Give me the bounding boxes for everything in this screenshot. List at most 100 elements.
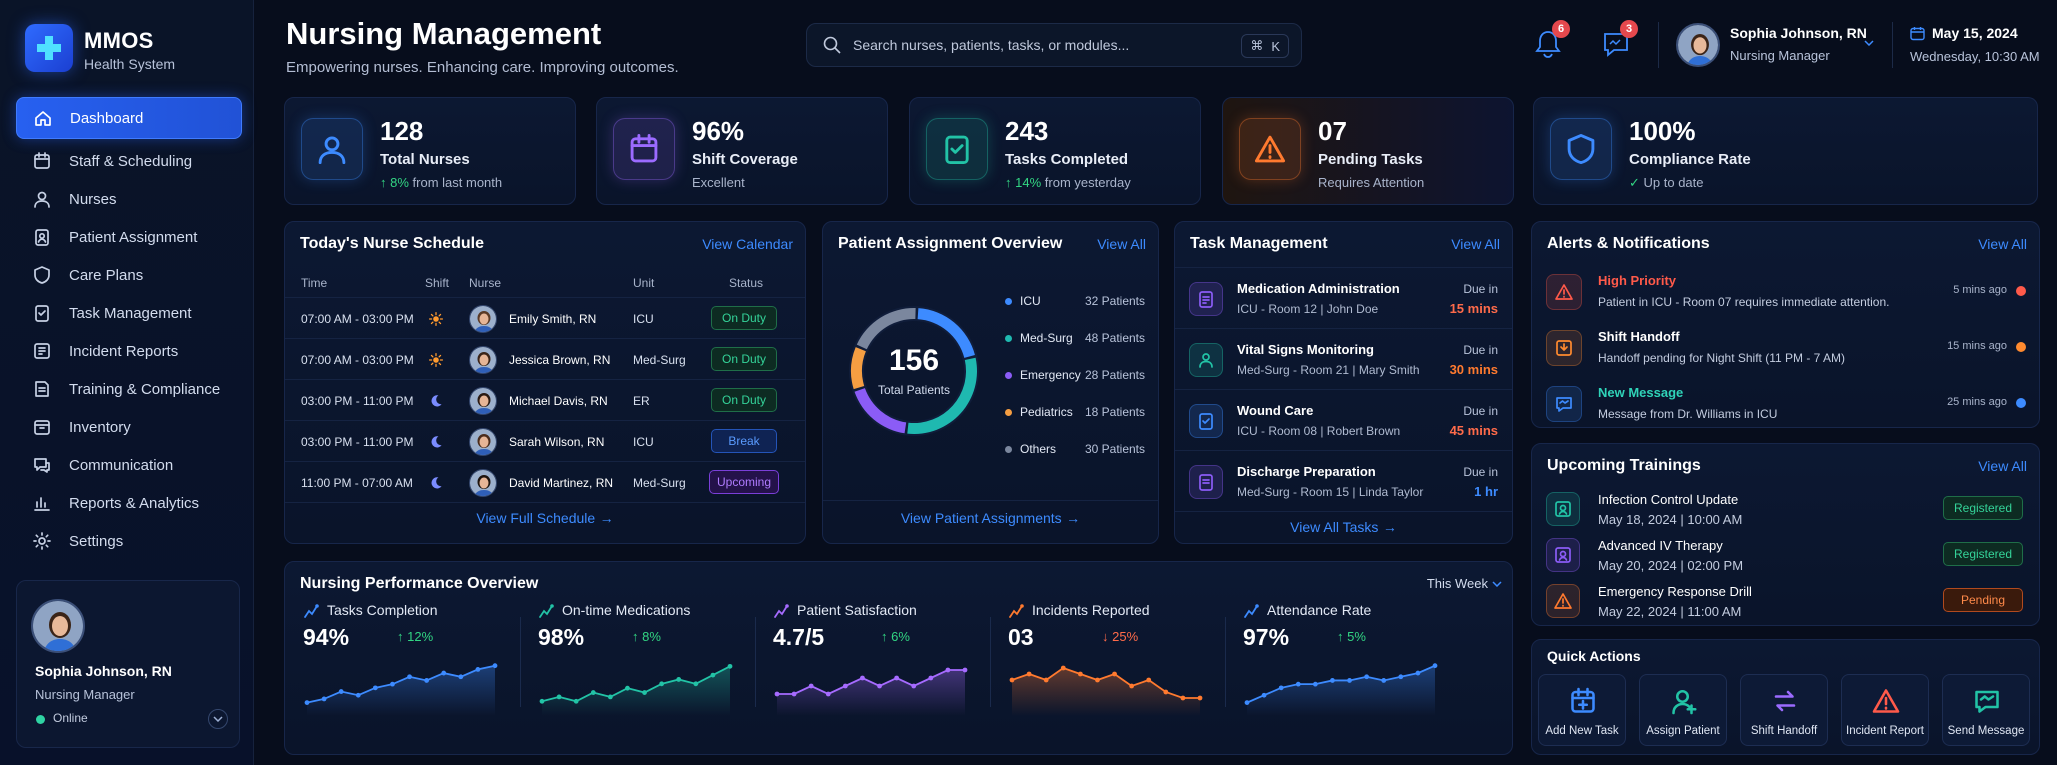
stat-card-total-nurses[interactable]: 128 Total Nurses ↑ 8% from last month xyxy=(284,97,576,205)
task-location: Med-Surg - Room 15 | Linda Taylor xyxy=(1237,485,1424,499)
chat-icon xyxy=(32,455,52,475)
sparkline-point-7 xyxy=(424,678,430,683)
metric-incidents-reported[interactable]: Incidents Reported 03 ↓ 25% xyxy=(998,602,1221,742)
header-avatar[interactable] xyxy=(1676,23,1720,67)
stat-card-compliance-rate[interactable]: 100% Compliance Rate ✓ Up to date xyxy=(1533,97,2038,205)
sidebar-item-reports-analytics[interactable]: Reports & Analytics xyxy=(16,484,242,522)
sidebar-item-label: Nurses xyxy=(69,190,117,208)
stat-value: 128 xyxy=(380,116,424,146)
sparkline-point-8 xyxy=(441,670,447,676)
view-calendar-link[interactable]: View Calendar xyxy=(702,236,793,252)
sparkline-point-8 xyxy=(1381,678,1387,683)
quick-action-incident-report[interactable]: Incident Report xyxy=(1841,674,1929,746)
sparkline-point-9 xyxy=(693,681,699,687)
sparkline-line xyxy=(541,665,731,703)
alert-item[interactable]: New Message Message from Dr. Williams in … xyxy=(1532,376,2039,432)
alert-item[interactable]: Shift Handoff Handoff pending for Night S… xyxy=(1532,320,2039,376)
arrow-up-icon: ↑ xyxy=(881,629,892,644)
message-icon xyxy=(1546,386,1582,422)
quick-action-assign-patient[interactable]: Assign Patient xyxy=(1639,674,1727,746)
sidebar-profile-card[interactable]: Sophia Johnson, RN Nursing Manager Onlin… xyxy=(16,580,240,748)
stat-card-shift-coverage[interactable]: 96% Shift Coverage Excellent xyxy=(596,97,888,205)
schedule-row[interactable]: 03:00 PM - 11:00 PM Michael Davis, RN ER On… xyxy=(285,379,805,420)
stat-value: 243 xyxy=(1005,116,1049,146)
col-header-shift: Shift xyxy=(425,276,450,290)
alerts-panel: Alerts & Notifications View All High Pri… xyxy=(1531,221,2040,428)
notifications-bell-icon[interactable]: 6 xyxy=(1528,20,1570,64)
metric-sparkline xyxy=(1244,663,1438,716)
training-item[interactable]: Advanced IV Therapy May 20, 2024 | 02:00 … xyxy=(1532,532,2039,578)
box-icon xyxy=(32,417,52,437)
stat-label: Compliance Rate xyxy=(1629,151,1751,168)
metric-title: On-time Medications xyxy=(562,602,691,618)
stat-card-tasks-completed[interactable]: 243 Tasks Completed ↑ 14% from yesterday xyxy=(909,97,1201,205)
view-patient-assignments-link[interactable]: View Patient Assignments → xyxy=(823,510,1158,528)
sidebar-item-staff-scheduling[interactable]: Staff & Scheduling xyxy=(16,142,242,180)
sparkline-point-0 xyxy=(304,700,310,706)
logo-cross-icon[interactable] xyxy=(25,24,73,72)
tasks-view-all-link[interactable]: View All xyxy=(1451,236,1500,252)
trainings-view-all-link[interactable]: View All xyxy=(1978,458,2027,474)
stat-note-line: Excellent xyxy=(692,175,745,190)
training-item[interactable]: Emergency Response Drill May 22, 2024 | 1… xyxy=(1532,578,2039,624)
metric-tasks-completion[interactable]: Tasks Completion 94% ↑ 12% xyxy=(293,602,516,742)
task-row[interactable]: Vital Signs Monitoring Med-Surg - Room 21… xyxy=(1175,328,1512,389)
calendar-plus-icon xyxy=(1567,685,1599,717)
sidebar-item-incident-reports[interactable]: Incident Reports xyxy=(16,332,242,370)
sidebar-item-training-compliance[interactable]: Training & Compliance xyxy=(16,370,242,408)
sidebar-item-communication[interactable]: Communication xyxy=(16,446,242,484)
sparkline-point-1 xyxy=(1261,692,1267,698)
quick-action-shift-handoff[interactable]: Shift Handoff xyxy=(1740,674,1828,746)
metric-patient-satisfaction[interactable]: Patient Satisfaction 4.7/5 ↑ 6% xyxy=(763,602,986,742)
sidebar-item-care-plans[interactable]: Care Plans xyxy=(16,256,242,294)
divider xyxy=(285,502,805,503)
sparkline-point-5 xyxy=(860,675,865,681)
search-bar[interactable]: ⌘ K xyxy=(806,23,1302,67)
messages-icon[interactable]: 3 xyxy=(1596,20,1638,64)
chevron-down-icon[interactable] xyxy=(208,709,228,729)
schedule-row[interactable]: 11:00 PM - 07:00 AM David Martinez, RN Med… xyxy=(285,461,805,502)
metric-value: 4.7/5 xyxy=(773,624,825,650)
metric-delta: 12% xyxy=(407,629,434,644)
sparkline-point-8 xyxy=(1146,677,1152,683)
metric-attendance-rate[interactable]: Attendance Rate 97% ↑ 5% xyxy=(1233,602,1456,742)
sidebar-item-inventory[interactable]: Inventory xyxy=(16,408,242,446)
period-select[interactable]: This Week xyxy=(1427,576,1488,591)
schedule-row[interactable]: 07:00 AM - 03:00 PM Emily Smith, RN ICU On … xyxy=(285,297,805,338)
donut-slice-icu xyxy=(917,308,975,358)
trainings-panel: Upcoming Trainings View All Infection Co… xyxy=(1531,443,2040,626)
sidebar-item-settings[interactable]: Settings xyxy=(16,522,242,560)
stat-card-pending-tasks[interactable]: 07 Pending Tasks Requires Attention xyxy=(1222,97,1514,205)
user-menu-chevron-icon[interactable] xyxy=(1864,40,1874,46)
assignment-view-all-link[interactable]: View All xyxy=(1097,236,1146,252)
period-chevron-icon[interactable] xyxy=(1492,581,1502,587)
header-user-name[interactable]: Sophia Johnson, RN xyxy=(1730,25,1867,41)
training-item[interactable]: Infection Control Update May 18, 2024 | 1… xyxy=(1532,486,2039,532)
schedule-row[interactable]: 07:00 AM - 03:00 PM Jessica Brown, RN Med-… xyxy=(285,338,805,379)
quick-action-label: Shift Handoff xyxy=(1750,725,1818,737)
schedule-row[interactable]: 03:00 PM - 11:00 PM Sarah Wilson, RN ICU Br… xyxy=(285,420,805,461)
task-due-label: Due in xyxy=(1463,343,1498,357)
sparkline-point-1 xyxy=(321,696,327,702)
metric-on-time-medications[interactable]: On-time Medications 98% ↑ 8% xyxy=(528,602,751,742)
legend-item: Emergency 28 Patients xyxy=(1005,368,1145,382)
view-all-tasks-link[interactable]: View All Tasks → xyxy=(1175,519,1512,537)
task-row[interactable]: Medication Administration ICU - Room 12 |… xyxy=(1175,267,1512,328)
sidebar-item-nurses[interactable]: Nurses xyxy=(16,180,242,218)
sparkline-area xyxy=(1247,665,1435,716)
alert-item[interactable]: High Priority Patient in ICU - Room 07 re… xyxy=(1532,264,2039,320)
task-row[interactable]: Discharge Preparation Med-Surg - Room 15 … xyxy=(1175,450,1512,511)
quick-action-send-message[interactable]: Send Message xyxy=(1942,674,2030,746)
alerts-view-all-link[interactable]: View All xyxy=(1978,236,2027,252)
sidebar-item-dashboard[interactable]: Dashboard xyxy=(16,97,242,139)
sidebar-item-patient-assignment[interactable]: Patient Assignment xyxy=(16,218,242,256)
sidebar-item-task-management[interactable]: Task Management xyxy=(16,294,242,332)
search-input[interactable] xyxy=(853,37,1233,53)
task-row[interactable]: Wound Care ICU - Room 08 | Robert Brown Du… xyxy=(1175,389,1512,450)
quick-action-add-new-task[interactable]: Add New Task xyxy=(1538,674,1626,746)
task-location: ICU - Room 12 | John Doe xyxy=(1237,302,1379,316)
training-status-badge: Pending xyxy=(1943,588,2023,612)
legend-name: Pediatrics xyxy=(1020,405,1073,419)
view-full-schedule-link[interactable]: View Full Schedule → xyxy=(285,510,805,528)
clipboard-check-icon xyxy=(32,303,52,323)
